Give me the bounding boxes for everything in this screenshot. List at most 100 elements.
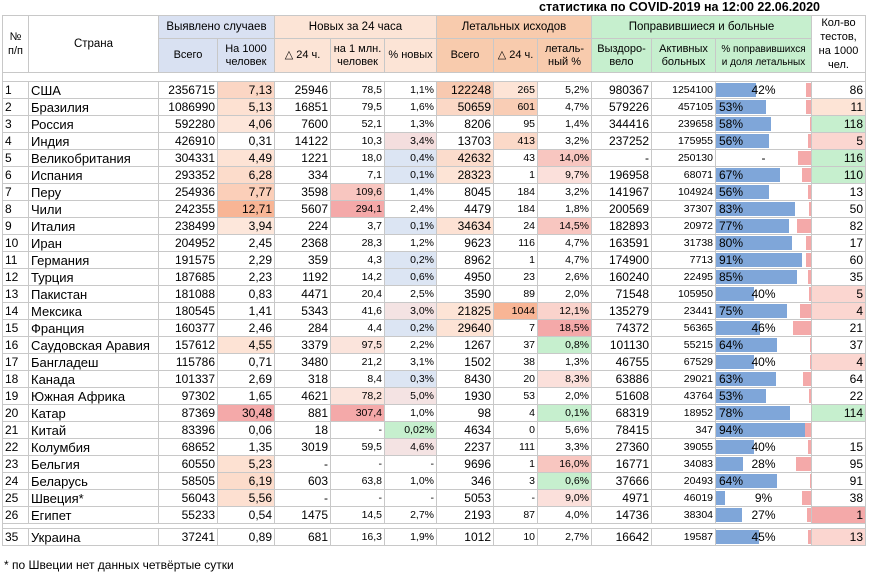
row-recovered: 27360 <box>591 438 652 456</box>
row-country: Беларусь <box>28 472 159 490</box>
row-country: Швеция* <box>28 489 159 507</box>
row-recovered: 182893 <box>591 217 652 235</box>
row-recovered: 237252 <box>591 132 652 150</box>
row-rec-pct: 42% <box>715 81 812 99</box>
row-deaths-d24: 0 <box>493 421 538 439</box>
rec-pct-label: 75% <box>719 303 744 318</box>
table-row: 24 Беларусь 58505 6,19 603 63,8 1,0% 346 3 0,6% 37… <box>2 472 866 490</box>
row-deaths: 8206 <box>436 115 494 133</box>
row-total: 55233 <box>158 506 218 524</box>
row-deaths: 28323 <box>436 166 494 184</box>
row-per1000: 5,56 <box>217 489 275 507</box>
table-row: 14 Мексика 180545 1,41 5343 41,6 3,0% 21825 1044… <box>2 302 866 320</box>
row-pct-new: 0,3% <box>384 370 437 388</box>
row-country: Украина <box>28 528 159 546</box>
row-total: 60550 <box>158 455 218 473</box>
row-number: 18 <box>2 370 29 388</box>
row-new: 1221 <box>274 149 331 167</box>
row-deaths-d24: 95 <box>493 115 538 133</box>
row-country: Бельгия <box>28 455 159 473</box>
row-total: 191575 <box>158 251 218 269</box>
row-active: 457105 <box>651 98 716 116</box>
row-tests: 110 <box>811 166 866 184</box>
row-number: 21 <box>2 421 29 439</box>
table-row: 13 Пакистан 181088 0,83 4471 20,4 2,5% 3590 89 2,… <box>2 285 866 303</box>
row-lethal: 14,5% <box>537 217 592 235</box>
row-total: 101337 <box>158 370 218 388</box>
death-pct-bar <box>799 304 811 318</box>
row-per1000: 0,54 <box>217 506 275 524</box>
row-number: 20 <box>2 404 29 422</box>
row-pct-new: 2,4% <box>384 200 437 218</box>
row-total: 180545 <box>158 302 218 320</box>
rec-pct-label: 67% <box>719 167 744 182</box>
row-deaths: 5053 <box>436 489 494 507</box>
row-new: 18 <box>274 421 331 439</box>
row-rec-pct: 64% <box>715 472 812 490</box>
row-rec-pct: 64% <box>715 336 812 354</box>
header-total: Всего <box>158 38 218 73</box>
row-active: 347 <box>651 421 716 439</box>
row-new: - <box>274 489 331 507</box>
row-deaths-d24: 37 <box>493 336 538 354</box>
row-tests: 17 <box>811 234 866 252</box>
row-lethal: 1,3% <box>537 353 592 371</box>
rec-pct-label: 85% <box>719 269 744 284</box>
row-deaths-d24: 89 <box>493 285 538 303</box>
row-recovered: 4971 <box>591 489 652 507</box>
row-lethal: 3,2% <box>537 183 592 201</box>
row-lethal: 5,2% <box>537 81 592 99</box>
rec-pct-bar <box>716 219 790 233</box>
row-deaths-d24: 184 <box>493 200 538 218</box>
row-active: 7713 <box>651 251 716 269</box>
row-lethal: 4,7% <box>537 251 592 269</box>
row-number: 10 <box>2 234 29 252</box>
rec-pct-bar <box>716 423 806 437</box>
row-lethal: 1,4% <box>537 115 592 133</box>
row-per1m: 14,2 <box>330 268 385 286</box>
row-tests: 35 <box>811 268 866 286</box>
row-deaths-d24: 20 <box>493 370 538 388</box>
row-deaths: 1930 <box>436 387 494 405</box>
row-deaths-d24: 43 <box>493 149 538 167</box>
row-lethal: 2,6% <box>537 268 592 286</box>
row-deaths-d24: 413 <box>493 132 538 150</box>
row-number: 26 <box>2 506 29 524</box>
rec-pct-bar <box>716 100 767 114</box>
row-tests: 1 <box>811 506 866 524</box>
header-new-d24: △ 24 ч. <box>274 38 331 73</box>
row-deaths: 2193 <box>436 506 494 524</box>
row-per1m: 8,4 <box>330 370 385 388</box>
table-row: 22 Колумбия 68652 1,35 3019 59,5 4,6% 2237 111 3,… <box>2 438 866 456</box>
row-per1m: 63,8 <box>330 472 385 490</box>
row-per1000: 0,06 <box>217 421 275 439</box>
row-rec-pct: 83% <box>715 200 812 218</box>
row-pct-new: 1,9% <box>384 528 437 546</box>
row-active: 20493 <box>651 472 716 490</box>
rec-pct-bar <box>716 530 759 544</box>
rec-pct-label: - <box>761 150 766 165</box>
row-total: 160377 <box>158 319 218 337</box>
row-active: 55215 <box>651 336 716 354</box>
row-deaths-d24: 1 <box>493 455 538 473</box>
row-tests: 50 <box>811 200 866 218</box>
row-tests <box>811 421 866 439</box>
row-lethal: 5,6% <box>537 421 592 439</box>
row-rec-pct: 56% <box>715 132 812 150</box>
row-country: Саудовская Аравия <box>28 336 159 354</box>
row-number: 19 <box>2 387 29 405</box>
row-tests: 38 <box>811 489 866 507</box>
row-rec-pct: 78% <box>715 404 812 422</box>
covid-stats-table: № п/п Страна Выявлено случаев Новых за 2… <box>2 14 866 546</box>
row-country: Россия <box>28 115 159 133</box>
row-recovered: 16642 <box>591 528 652 546</box>
row-active: 46019 <box>651 489 716 507</box>
row-per1m: 14,5 <box>330 506 385 524</box>
rec-pct-bar <box>716 508 742 522</box>
row-per1000: 1,35 <box>217 438 275 456</box>
row-lethal: 9,0% <box>537 489 592 507</box>
row-deaths: 346 <box>436 472 494 490</box>
row-per1m: 307,4 <box>330 404 385 422</box>
row-per1m: 18,0 <box>330 149 385 167</box>
table-row: 20 Катар 87369 30,48 881 307,4 1,0% 98 4 0,1% 6831… <box>2 404 866 422</box>
